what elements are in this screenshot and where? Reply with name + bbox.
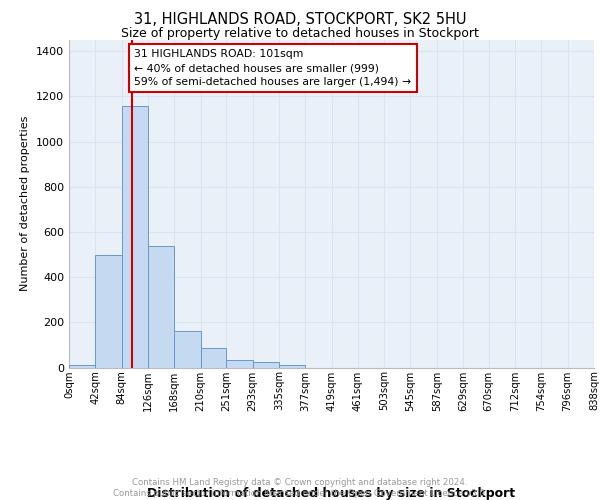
Bar: [148, 246, 174, 368]
Text: Size of property relative to detached houses in Stockport: Size of property relative to detached ho…: [121, 28, 479, 40]
Bar: [69, 365, 95, 368]
Bar: [200, 348, 226, 368]
Text: 31 HIGHLANDS ROAD: 101sqm
← 40% of detached houses are smaller (999)
59% of semi: 31 HIGHLANDS ROAD: 101sqm ← 40% of detac…: [134, 49, 411, 87]
Text: 31, HIGHLANDS ROAD, STOCKPORT, SK2 5HU: 31, HIGHLANDS ROAD, STOCKPORT, SK2 5HU: [134, 12, 466, 28]
Bar: [174, 332, 200, 368]
Bar: [279, 365, 305, 368]
X-axis label: Distribution of detached houses by size in Stockport: Distribution of detached houses by size …: [148, 487, 515, 500]
Text: Contains HM Land Registry data © Crown copyright and database right 2024.
Contai: Contains HM Land Registry data © Crown c…: [113, 478, 487, 498]
Bar: [95, 254, 122, 368]
Y-axis label: Number of detached properties: Number of detached properties: [20, 116, 31, 292]
Bar: [122, 106, 148, 368]
Bar: [253, 362, 279, 368]
Bar: [226, 360, 253, 368]
